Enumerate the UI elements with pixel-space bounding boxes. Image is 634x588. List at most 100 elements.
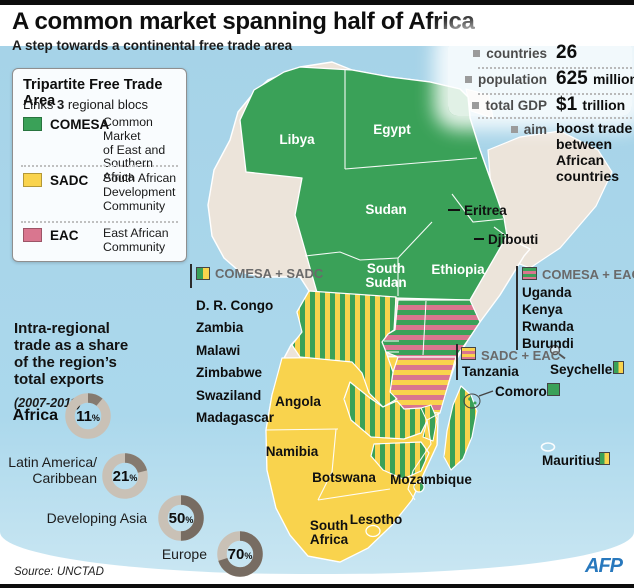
group-country: Zambia xyxy=(196,320,244,335)
group-country: Swaziland xyxy=(196,388,262,403)
stat-label-gdp: total GDP xyxy=(472,98,547,113)
map-label-sudan: Sudan xyxy=(365,202,407,217)
legend-divider xyxy=(21,165,178,167)
island-label-mauritius: Mauritius xyxy=(542,453,603,468)
group-title-comesa-sadc: COMESA + SADC xyxy=(215,266,324,281)
donut-latam: 21% xyxy=(99,450,151,502)
sadc-swatch xyxy=(23,173,42,187)
stat-aim-line: countries xyxy=(556,168,620,184)
donut-label-europe: Europe xyxy=(161,546,207,562)
legend-abbr-eac: EAC xyxy=(50,228,79,243)
stats-divider xyxy=(478,67,632,69)
group-country: Uganda xyxy=(522,285,572,300)
square-bullet-icon xyxy=(473,50,481,57)
group-divider-line xyxy=(190,264,192,288)
donut-label-developing-asia: Developing Asia xyxy=(46,510,147,526)
swaziland-region xyxy=(413,481,425,493)
legend-desc-eac: East African Community xyxy=(103,226,169,254)
legend-abbr-sadc: SADC xyxy=(50,173,89,188)
comesa-region xyxy=(239,66,508,301)
legend-title: Tripartite Free Trade Area xyxy=(23,77,163,109)
donut-africa: 11% xyxy=(62,390,114,442)
group-divider-line xyxy=(456,344,458,380)
group-country: Kenya xyxy=(522,302,563,317)
donut-label-africa: Africa xyxy=(12,407,58,424)
madagascar-region xyxy=(443,385,478,471)
legend-desc-sadc: South African Development Community xyxy=(103,171,177,213)
square-bullet-icon xyxy=(465,76,473,83)
lesotho-region xyxy=(365,524,381,538)
group-country: Tanzania xyxy=(462,364,519,379)
eac-swatch xyxy=(23,228,42,242)
legend-abbr-comesa: COMESA xyxy=(50,117,110,132)
group-country: Burundi xyxy=(522,336,574,351)
drc-region xyxy=(291,290,398,408)
source-credit: Source: UNCTAD xyxy=(14,566,104,578)
group-country: Rwanda xyxy=(522,319,574,334)
map-label-angola: Angola xyxy=(275,394,321,409)
eritrea-leader-line xyxy=(448,209,460,211)
stat-value-gdp: $1 trillion xyxy=(556,94,626,115)
comesa-sadc-swatch xyxy=(196,267,210,280)
comesa-eac-swatch xyxy=(522,267,537,280)
map-label-eritrea: Eritrea xyxy=(464,203,507,218)
comesa-eac-internal-borders xyxy=(384,300,427,356)
legend-subtitle: Links 3 regional blocs xyxy=(23,97,149,112)
island-label-seychelles: Seychelles xyxy=(550,362,620,377)
island-label-comoros: Comoros xyxy=(495,384,555,399)
group-title-sadc-eac: SADC + EAC xyxy=(481,348,561,363)
map-label-namibia: Namibia xyxy=(265,444,319,459)
mauritius-island xyxy=(540,442,556,452)
group-country: Madagascar xyxy=(196,410,275,425)
donut-europe: 70% xyxy=(214,528,266,580)
group-title-comesa-eac: COMESA + EAC xyxy=(542,267,634,282)
stats-divider xyxy=(478,93,632,95)
map-label-mozambique: Mozambique xyxy=(390,472,472,487)
stat-value-population: 625 million xyxy=(556,68,634,89)
legend-divider xyxy=(21,221,178,223)
stat-aim-line: boost trade xyxy=(556,120,633,136)
stat-aim-line: between xyxy=(556,136,613,152)
djibouti-leader-line xyxy=(474,238,484,240)
stat-label-population: population xyxy=(465,72,547,87)
sadc-internal-borders xyxy=(265,412,441,501)
group-country: Malawi xyxy=(196,343,241,358)
map-label-lesotho: Lesotho xyxy=(349,512,403,527)
top-bar xyxy=(0,0,634,5)
stat-value-countries: 26 xyxy=(556,42,578,63)
seychelles-magnifier-icon xyxy=(549,344,566,360)
comoros-islands xyxy=(463,390,494,409)
donut-chart-heading: Intra-regional trade as a share of the r… xyxy=(14,320,129,388)
seychelles-swatch xyxy=(613,361,624,374)
map-label-egypt: Egypt xyxy=(373,122,411,137)
afp-logo: AFP xyxy=(585,555,623,577)
sadc-eac-swatch xyxy=(461,347,476,360)
map-label-botswana: Botswana xyxy=(312,470,376,485)
comesa-internal-borders xyxy=(304,70,507,296)
stat-label-aim: aim xyxy=(510,122,547,137)
bottom-bar xyxy=(0,584,634,588)
comesa-swatch xyxy=(23,117,42,131)
donut-label-latam: Latin America/Caribbean xyxy=(8,454,97,486)
square-bullet-icon xyxy=(472,102,480,109)
map-label-djibouti: Djibouti xyxy=(488,232,539,247)
page-subtitle: A step towards a continental free trade … xyxy=(12,38,293,53)
group-country: D. R. Congo xyxy=(196,298,274,313)
map-label-ethiopia: Ethiopia xyxy=(431,262,485,277)
group-divider-line xyxy=(516,266,518,350)
map-label-south-sudan: South Sudan xyxy=(365,261,407,290)
legend-box: Tripartite Free Trade Area Links 3 regio… xyxy=(12,68,187,262)
mauritius-swatch xyxy=(599,452,610,465)
stats-divider xyxy=(478,117,632,119)
stat-label-countries: countries xyxy=(473,46,547,61)
page-title: A common market spanning half of Africa xyxy=(12,8,475,35)
map-label-libya: Libya xyxy=(279,132,315,147)
comoros-swatch xyxy=(547,383,560,396)
donut-developing-asia: 50% xyxy=(155,492,207,544)
stat-aim-line: African xyxy=(556,152,605,168)
group-country: Zimbabwe xyxy=(196,365,263,380)
map-label-south-africa: South Africa xyxy=(309,518,349,547)
square-bullet-icon xyxy=(510,126,518,133)
